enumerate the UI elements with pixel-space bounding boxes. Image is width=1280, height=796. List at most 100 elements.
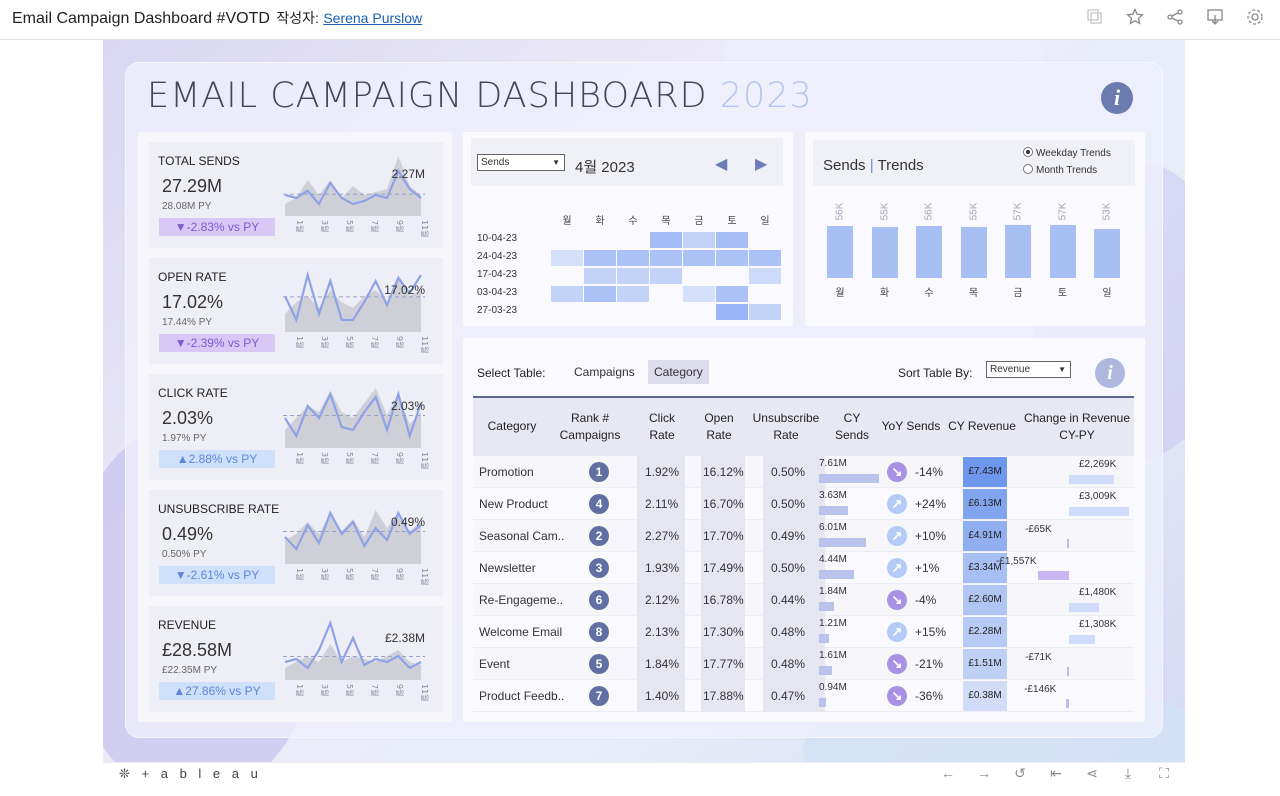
- calendar-cell[interactable]: [650, 250, 682, 266]
- next-month-icon[interactable]: ▶: [755, 156, 768, 173]
- settings-icon[interactable]: [1246, 8, 1266, 28]
- trend-bar[interactable]: [871, 226, 898, 278]
- calendar-cell[interactable]: [749, 268, 781, 284]
- tab-category[interactable]: Category: [648, 360, 709, 384]
- metric-dropdown[interactable]: Sends ▼: [477, 154, 565, 171]
- share-icon[interactable]: [1166, 8, 1186, 28]
- revert-all-icon[interactable]: ⇤: [1050, 765, 1062, 781]
- calendar-cell[interactable]: [584, 286, 616, 302]
- cell-yoy-sends: -4%: [915, 593, 937, 607]
- col-header-unsubscribe-rate[interactable]: Unsubscribe Rate: [752, 411, 820, 442]
- sort-dropdown[interactable]: Revenue ▼: [986, 361, 1071, 378]
- calendar-cell[interactable]: [617, 286, 649, 302]
- tableau-logo[interactable]: ❊ + a b l e a u: [119, 766, 262, 782]
- calendar-cell[interactable]: [683, 268, 715, 284]
- table-row[interactable]: Promotion 1 1.92% 16.12% 0.50% 7.61M ↘ -14% £7.4…: [473, 456, 1134, 488]
- table-row[interactable]: New Product 4 2.11% 16.70% 0.50% 3.63M ↗ +24% £6…: [473, 488, 1134, 520]
- calendar-cell[interactable]: [650, 286, 682, 302]
- calendar-cell[interactable]: [617, 250, 649, 266]
- sparkline-axis-label: 9월: [395, 684, 405, 696]
- info-icon[interactable]: i: [1101, 82, 1133, 114]
- category-table: Category Rank # Campaigns Click Rate Ope…: [473, 396, 1134, 712]
- calendar-cell[interactable]: [551, 286, 583, 302]
- trend-bar[interactable]: [916, 225, 942, 278]
- undo-icon[interactable]: ←: [941, 765, 955, 781]
- calendar-cell[interactable]: [716, 232, 748, 248]
- calendar-cell[interactable]: [551, 268, 583, 284]
- col-header-yoy-sends[interactable]: YoY Sends: [881, 419, 941, 433]
- radio-month-trends[interactable]: Month Trends: [1023, 164, 1097, 176]
- footer-share-icon[interactable]: ⋖: [1086, 765, 1098, 781]
- calendar-cell[interactable]: [551, 232, 583, 248]
- author-link[interactable]: Serena Purslow: [323, 10, 423, 26]
- calendar-cell[interactable]: [683, 304, 715, 320]
- col-header-cy-sends[interactable]: CY Sends: [834, 411, 870, 442]
- fullscreen-icon[interactable]: ⛶: [1159, 765, 1169, 781]
- calendar-cell[interactable]: [749, 286, 781, 302]
- table-row[interactable]: Re-Engageme.. 6 2.12% 16.78% 0.44% 1.84M ↘ -4% £…: [473, 584, 1134, 616]
- calendar-cell[interactable]: [617, 268, 649, 284]
- calendar-panel: Sends ▼ 4월 2023 ◀ ▶ 월 화 수 목 금 토 일 10-04-23 24-04…: [463, 132, 793, 326]
- calendar-cell[interactable]: [650, 232, 682, 248]
- trend-day-label: 화: [879, 288, 890, 299]
- calendar-cell[interactable]: [551, 250, 583, 266]
- trends-title-metric: Sends: [823, 157, 866, 174]
- calendar-cell[interactable]: [650, 304, 682, 320]
- download-icon[interactable]: [1206, 8, 1226, 28]
- trend-down-icon: ↘: [887, 590, 907, 610]
- calendar-cell[interactable]: [716, 286, 748, 302]
- calendar-cell[interactable]: [716, 250, 748, 266]
- footer-download-icon[interactable]: ⤓: [1124, 765, 1132, 781]
- col-header-open-rate[interactable]: Open Rate: [704, 411, 734, 442]
- calendar-cell[interactable]: [584, 250, 616, 266]
- calendar-week-label: 24-04-23: [477, 251, 518, 262]
- table-row[interactable]: Newsletter 3 1.93% 17.49% 0.50% 4.44M ↗ +1% £3.3…: [473, 552, 1134, 584]
- trend-bar[interactable]: [827, 225, 853, 278]
- trend-bar[interactable]: [1094, 228, 1120, 278]
- change-in-revenue-bar: [1069, 603, 1099, 612]
- revert-icon[interactable]: ↺: [1014, 765, 1026, 781]
- table-row[interactable]: Seasonal Cam.. 2 2.27% 17.70% 0.49% 6.01M ↗ +10…: [473, 520, 1134, 552]
- column-shade: [701, 488, 745, 520]
- calendar-cell[interactable]: [749, 232, 781, 248]
- calendar-cell[interactable]: [683, 232, 715, 248]
- trend-day-label: 토: [1057, 288, 1068, 299]
- radio-weekday-trends[interactable]: Weekday Trends: [1023, 147, 1111, 159]
- calendar-cell[interactable]: [617, 232, 649, 248]
- calendar-cell[interactable]: [749, 250, 781, 266]
- cell-unsubscribe-rate: 0.48%: [771, 657, 806, 671]
- col-header-change-in-revenue[interactable]: Change in Revenue CY-PY: [1023, 411, 1131, 442]
- table-info-icon[interactable]: i: [1095, 358, 1125, 388]
- trend-bar[interactable]: [960, 226, 987, 278]
- trend-bar[interactable]: [1005, 224, 1031, 278]
- kpi-label: UNSUBSCRIBE RATE: [158, 502, 280, 516]
- calendar-cell[interactable]: [617, 304, 649, 320]
- calendar-cell[interactable]: [683, 286, 715, 302]
- table-row[interactable]: Product Feedb.. 7 1.40% 17.88% 0.47% 0.94M ↘ -3…: [473, 680, 1134, 712]
- col-header-click-rate[interactable]: Click Rate: [649, 411, 675, 442]
- calendar-cell[interactable]: [584, 268, 616, 284]
- col-header-rank[interactable]: Rank # Campaigns: [559, 411, 621, 442]
- favorite-star-icon[interactable]: [1126, 7, 1146, 28]
- calendar-cell[interactable]: [749, 304, 781, 320]
- calendar-cell[interactable]: [584, 232, 616, 248]
- table-row[interactable]: Event 5 1.84% 17.77% 0.48% 1.61M ↘ -21% £1.51M -£…: [473, 648, 1134, 680]
- table-row[interactable]: Welcome Email 8 2.13% 17.30% 0.48% 1.21M ↗ +15%…: [473, 616, 1134, 648]
- sparkline-axis-label: 11월: [420, 220, 430, 238]
- cy-sends-bar: [819, 474, 879, 483]
- calendar-cell[interactable]: [716, 268, 748, 284]
- col-header-category[interactable]: Category: [487, 419, 537, 433]
- calendar-cell[interactable]: [716, 304, 748, 320]
- calendar-cell[interactable]: [683, 250, 715, 266]
- cell-yoy-sends: -36%: [915, 689, 944, 703]
- cell-unsubscribe-rate: 0.48%: [771, 625, 806, 639]
- copy-icon[interactable]: [1086, 8, 1106, 28]
- redo-icon[interactable]: →: [977, 765, 991, 781]
- tab-campaigns[interactable]: Campaigns: [574, 365, 635, 379]
- calendar-cell[interactable]: [584, 304, 616, 320]
- prev-month-icon[interactable]: ◀: [715, 156, 728, 173]
- calendar-cell[interactable]: [551, 304, 583, 320]
- trend-bar[interactable]: [1049, 224, 1076, 278]
- col-header-cy-revenue[interactable]: CY Revenue: [948, 419, 1016, 433]
- calendar-cell[interactable]: [650, 268, 682, 284]
